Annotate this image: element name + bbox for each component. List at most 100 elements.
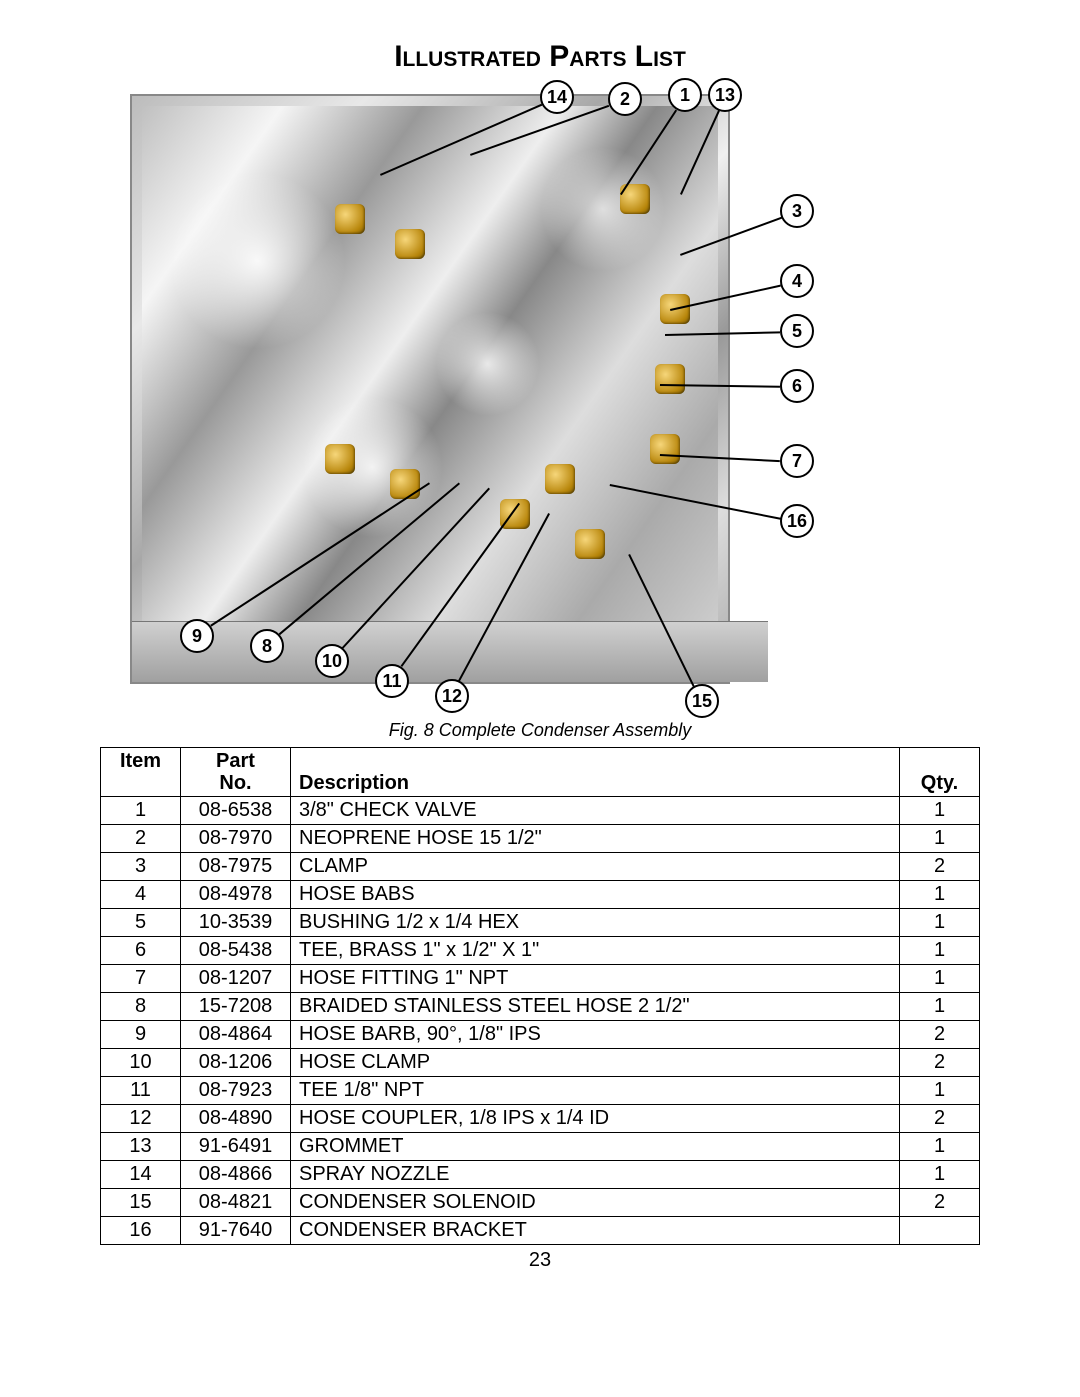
- cell-desc: TEE, BRASS 1" x 1/2" X 1": [291, 937, 900, 965]
- cell-desc: 3/8" CHECK VALVE: [291, 797, 900, 825]
- table-header: Item Part No. Description: [101, 748, 980, 797]
- cell-part: 08-4864: [181, 1021, 291, 1049]
- table-row: 908-4864HOSE BARB, 90°, 1/8" IPS2: [101, 1021, 980, 1049]
- cell-item: 1: [101, 797, 181, 825]
- callout-9: 9: [180, 619, 214, 653]
- cell-desc: CONDENSER SOLENOID: [291, 1189, 900, 1217]
- table-row: 1008-1206HOSE CLAMP2: [101, 1049, 980, 1077]
- parts-table: Item Part No. Description: [100, 747, 980, 1245]
- cell-item: 6: [101, 937, 181, 965]
- cell-desc: BRAIDED STAINLESS STEEL HOSE 2 1/2": [291, 993, 900, 1021]
- cell-qty: 2: [900, 1105, 980, 1133]
- cell-item: 11: [101, 1077, 181, 1105]
- cell-qty: 2: [900, 1021, 980, 1049]
- cell-item: 10: [101, 1049, 181, 1077]
- cell-part: 08-5438: [181, 937, 291, 965]
- figure-caption: Fig. 8 Complete Condenser Assembly: [100, 720, 980, 741]
- cell-desc: BUSHING 1/2 x 1/4 HEX: [291, 909, 900, 937]
- cell-item: 14: [101, 1161, 181, 1189]
- callout-2: 2: [608, 82, 642, 116]
- cell-desc: HOSE BABS: [291, 881, 900, 909]
- callout-15: 15: [685, 684, 719, 718]
- cell-part: 08-1207: [181, 965, 291, 993]
- brass-fitting: [395, 229, 425, 259]
- cell-qty: 1: [900, 797, 980, 825]
- callout-14: 14: [540, 80, 574, 114]
- cell-qty: 2: [900, 853, 980, 881]
- table-row: 108-65383/8" CHECK VALVE1: [101, 797, 980, 825]
- cell-desc: HOSE BARB, 90°, 1/8" IPS: [291, 1021, 900, 1049]
- page: Illustrated Parts List 14211334567169810…: [0, 0, 1080, 1302]
- table-row: 1408-4866SPRAY NOZZLE1: [101, 1161, 980, 1189]
- cell-desc: NEOPRENE HOSE 15 1/2": [291, 825, 900, 853]
- cell-part: 15-7208: [181, 993, 291, 1021]
- cell-desc: HOSE COUPLER, 1/8 IPS x 1/4 ID: [291, 1105, 900, 1133]
- table-row: 1208-4890HOSE COUPLER, 1/8 IPS x 1/4 ID2: [101, 1105, 980, 1133]
- callout-1: 1: [668, 78, 702, 112]
- th-desc-label: Description: [299, 772, 891, 794]
- cell-item: 3: [101, 853, 181, 881]
- cell-qty: 1: [900, 993, 980, 1021]
- cell-item: 8: [101, 993, 181, 1021]
- callout-4: 4: [780, 264, 814, 298]
- table-row: 815-7208BRAIDED STAINLESS STEEL HOSE 2 1…: [101, 993, 980, 1021]
- cell-part: 08-4890: [181, 1105, 291, 1133]
- table-row: 1391-6491GROMMET1: [101, 1133, 980, 1161]
- brass-fitting: [575, 529, 605, 559]
- cell-part: 08-7975: [181, 853, 291, 881]
- cell-desc: TEE 1/8" NPT: [291, 1077, 900, 1105]
- cell-item: 12: [101, 1105, 181, 1133]
- table-row: 608-5438TEE, BRASS 1" x 1/2" X 1"1: [101, 937, 980, 965]
- cell-item: 2: [101, 825, 181, 853]
- cell-part: 08-4866: [181, 1161, 291, 1189]
- table-row: 1108-7923TEE 1/8" NPT1: [101, 1077, 980, 1105]
- cell-qty: 2: [900, 1189, 980, 1217]
- brass-fitting: [335, 204, 365, 234]
- figure: 14211334567169810111215: [100, 84, 980, 714]
- cell-item: 5: [101, 909, 181, 937]
- brass-fitting: [325, 444, 355, 474]
- cell-part: 91-7640: [181, 1217, 291, 1245]
- th-part-top: Part: [189, 750, 282, 772]
- cell-qty: 2: [900, 1049, 980, 1077]
- cell-qty: 1: [900, 1077, 980, 1105]
- figure-photo: [130, 94, 730, 684]
- cell-qty: 1: [900, 1133, 980, 1161]
- cell-part: 08-1206: [181, 1049, 291, 1077]
- th-part-bottom: No.: [189, 772, 282, 794]
- cell-desc: CLAMP: [291, 853, 900, 881]
- table-row: 308-7975CLAMP2: [101, 853, 980, 881]
- th-item: Item: [101, 748, 181, 797]
- callout-13: 13: [708, 78, 742, 112]
- cell-qty: 1: [900, 965, 980, 993]
- cell-desc: HOSE FITTING 1" NPT: [291, 965, 900, 993]
- cell-desc: CONDENSER BRACKET: [291, 1217, 900, 1245]
- table-row: 1691-7640CONDENSER BRACKET: [101, 1217, 980, 1245]
- cell-item: 16: [101, 1217, 181, 1245]
- cell-part: 08-7923: [181, 1077, 291, 1105]
- table-row: 708-1207HOSE FITTING 1" NPT1: [101, 965, 980, 993]
- cell-qty: 1: [900, 937, 980, 965]
- callout-5: 5: [780, 314, 814, 348]
- table-row: 1508-4821CONDENSER SOLENOID2: [101, 1189, 980, 1217]
- cell-part: 08-4978: [181, 881, 291, 909]
- cell-item: 4: [101, 881, 181, 909]
- brass-fitting: [545, 464, 575, 494]
- cell-part: 08-7970: [181, 825, 291, 853]
- cell-qty: 1: [900, 909, 980, 937]
- cell-item: 7: [101, 965, 181, 993]
- page-number: 23: [100, 1249, 980, 1272]
- cell-part: 10-3539: [181, 909, 291, 937]
- th-part: Part No.: [181, 748, 291, 797]
- cell-part: 08-4821: [181, 1189, 291, 1217]
- callout-11: 11: [375, 664, 409, 698]
- th-qty: Qty.: [900, 748, 980, 797]
- th-qty-label: Qty.: [908, 772, 971, 794]
- table-row: 408-4978HOSE BABS1: [101, 881, 980, 909]
- th-desc: Description: [291, 748, 900, 797]
- cell-part: 08-6538: [181, 797, 291, 825]
- table-row: 208-7970NEOPRENE HOSE 15 1/2"1: [101, 825, 980, 853]
- callout-7: 7: [780, 444, 814, 478]
- cell-item: 9: [101, 1021, 181, 1049]
- cell-desc: HOSE CLAMP: [291, 1049, 900, 1077]
